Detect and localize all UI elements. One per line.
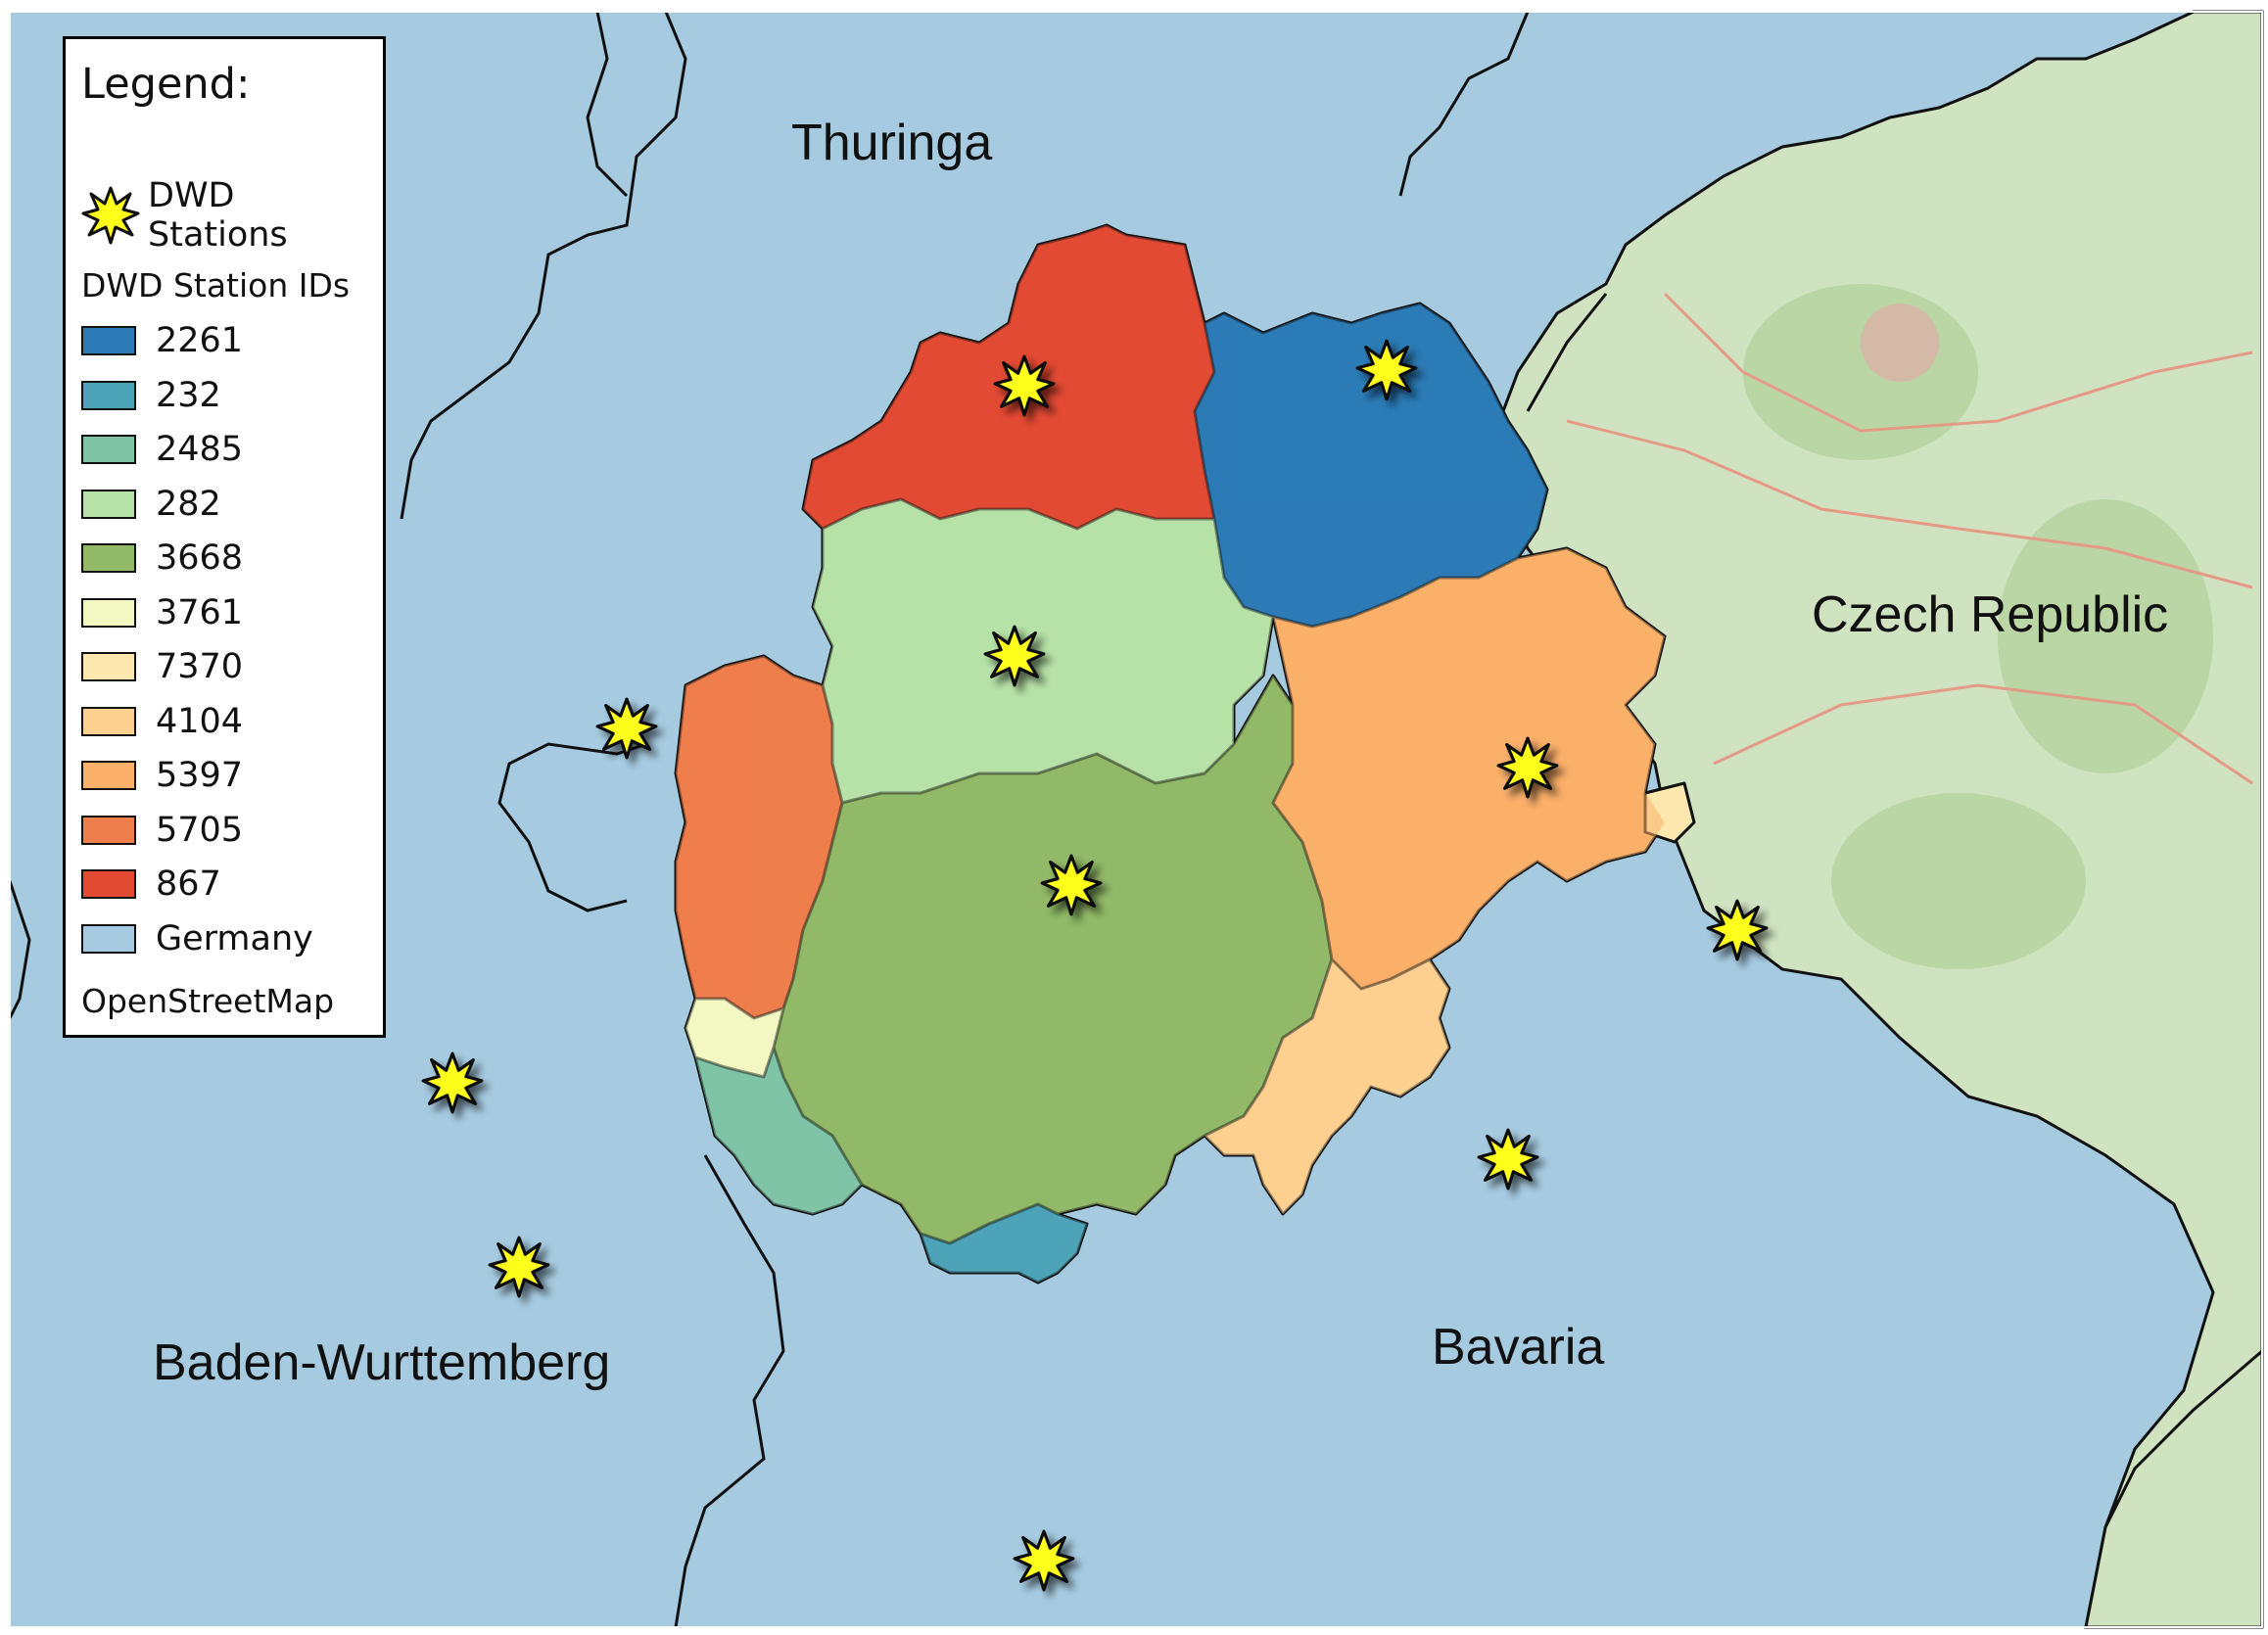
legend-entry: 7370 xyxy=(81,647,243,686)
legend-entry-label: Germany xyxy=(156,918,313,958)
forest-patch xyxy=(1743,284,1978,460)
dwd-station-marker xyxy=(1355,339,1418,401)
dwd-station-marker xyxy=(488,1236,550,1298)
legend-entry: 4104 xyxy=(81,702,243,741)
dwd-station-marker xyxy=(421,1051,484,1114)
legend-swatch xyxy=(81,543,136,573)
legend-entry: Germany xyxy=(81,919,313,958)
legend-entry: 2485 xyxy=(81,430,243,469)
region-label-baden-wurttemberg: Baden-Wurttemberg xyxy=(153,1334,611,1391)
forest-patch xyxy=(1831,793,2086,969)
map-frame xyxy=(9,11,2263,1628)
legend-swatch xyxy=(81,815,136,845)
legend-swatch xyxy=(81,435,136,464)
legend-entry: 5397 xyxy=(81,756,243,795)
legend-entry: 3668 xyxy=(81,538,243,578)
road-line xyxy=(1663,292,2253,433)
region-label-czech-republic: Czech Republic xyxy=(1812,586,2169,643)
state-border xyxy=(400,11,687,520)
legend-swatch xyxy=(81,706,136,736)
legend-swatch xyxy=(81,923,136,954)
legend-swatch xyxy=(81,869,136,899)
legend-entry-label: 3668 xyxy=(156,538,244,578)
legend-basemap-label: OpenStreetMap xyxy=(81,982,335,1020)
dwd-station-marker xyxy=(993,354,1056,417)
state-border xyxy=(497,742,647,912)
legend-swatch xyxy=(81,489,136,519)
dwd-station-marker xyxy=(1496,736,1559,799)
legend-entry-label: 867 xyxy=(156,864,221,904)
legend-entry-label: 232 xyxy=(156,375,221,415)
legend-entry-label: 2485 xyxy=(156,430,244,469)
legend-entry: 867 xyxy=(81,864,221,904)
road-line xyxy=(1713,683,2253,785)
forest-patch xyxy=(1861,304,1939,382)
legend-entry-label: 2261 xyxy=(156,321,244,360)
dwd-station-marker xyxy=(595,697,658,760)
legend-swatch xyxy=(81,761,136,790)
legend-title: Legend: xyxy=(81,60,251,109)
legend-stations-label: DWD Stations xyxy=(148,176,288,255)
star-icon xyxy=(81,186,140,245)
state-border xyxy=(1398,11,1530,197)
state-border xyxy=(674,1154,785,1628)
region-label-thuringa: Thuringa xyxy=(791,115,993,171)
legend-swatch xyxy=(81,326,136,355)
legend-entry: 232 xyxy=(81,376,221,415)
state-border xyxy=(1526,293,1608,412)
legend-entry-label: 5397 xyxy=(156,756,244,795)
legend-swatch xyxy=(81,652,136,681)
legend-stations-row: DWD Stations xyxy=(81,176,383,255)
dwd-station-marker xyxy=(983,625,1046,687)
legend-swatch xyxy=(81,380,136,410)
legend-entry: 5705 xyxy=(81,811,243,850)
legend-entry: 282 xyxy=(81,485,221,524)
legend-entry-label: 7370 xyxy=(156,647,244,686)
dwd-station-marker xyxy=(1040,854,1103,916)
legend-entry: 2261 xyxy=(81,321,243,360)
legend-entry: 3761 xyxy=(81,593,243,632)
dwd-station-marker xyxy=(1013,1529,1075,1592)
state-border xyxy=(8,880,31,1019)
dwd-station-marker xyxy=(1477,1128,1539,1191)
legend-entry-label: 4104 xyxy=(156,701,244,741)
map-legend: Legend: DWD Stations DWD Station IDs 226… xyxy=(63,36,386,1038)
state-border xyxy=(586,11,629,198)
region-label-bavaria: Bavaria xyxy=(1432,1319,1605,1376)
road-line xyxy=(1566,419,2253,589)
legend-swatch xyxy=(81,597,136,628)
legend-entry-label: 5705 xyxy=(156,810,244,850)
dwd-station-marker xyxy=(1706,899,1769,961)
forest-patch xyxy=(1998,499,2213,773)
legend-entry-label: 3761 xyxy=(156,592,244,632)
legend-station-ids-heading: DWD Station IDs xyxy=(81,266,351,304)
legend-entry-label: 282 xyxy=(156,484,221,524)
